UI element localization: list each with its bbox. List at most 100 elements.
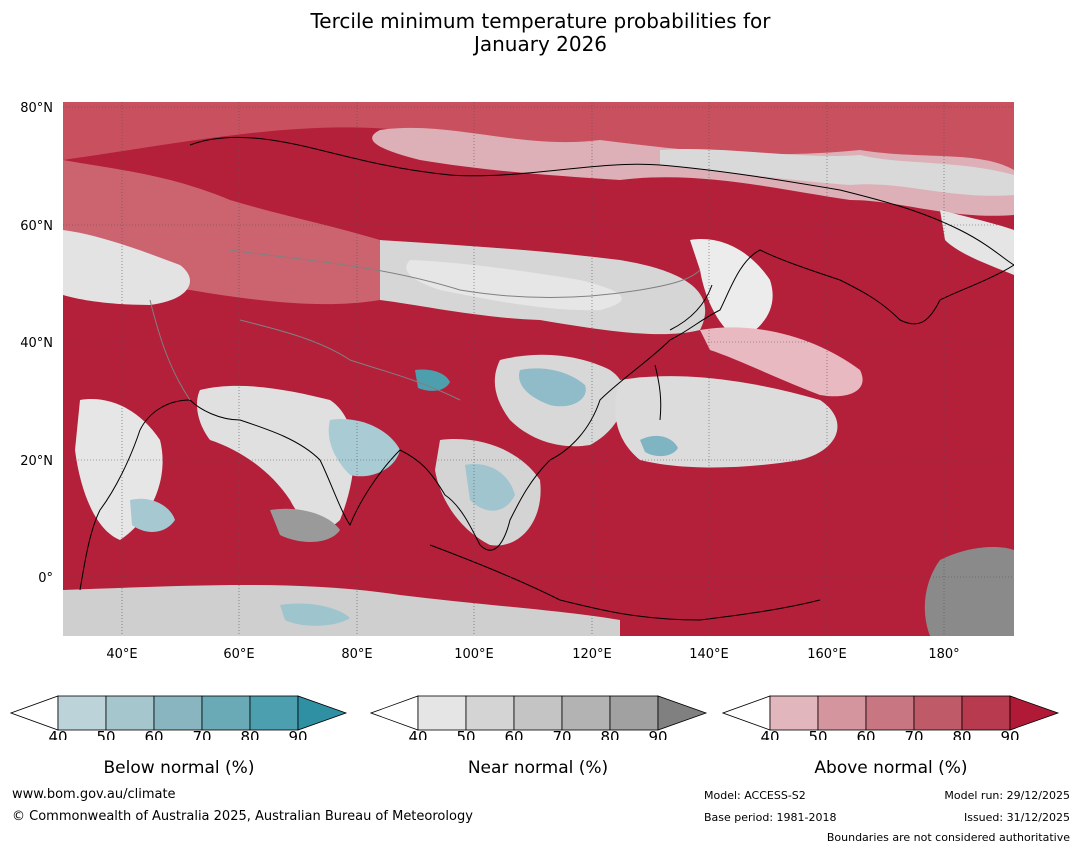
longitude-label: 180° — [928, 647, 959, 662]
colorbar-tick-label: 60 — [144, 728, 163, 740]
arabia-africa-coast — [79, 429, 141, 591]
map-title: Tercile minimum temperature probabilitie… — [0, 10, 1081, 56]
longitude-label: 140°E — [689, 647, 729, 662]
tibet-below-normal — [415, 369, 450, 391]
horn-of-africa-below — [130, 498, 175, 532]
colorbar-tick-label: 50 — [808, 728, 827, 740]
southern-ocean-grey — [63, 585, 620, 636]
latitude-label: 60°N — [20, 219, 53, 234]
colorbar-label-above: Above normal (%) — [814, 758, 968, 778]
colorbar-min-extension — [722, 695, 771, 731]
colorbar-segment — [609, 695, 659, 731]
border-russia-south — [229, 249, 701, 298]
india-grey — [197, 385, 354, 529]
colorbar-tick-label: 60 — [856, 728, 875, 740]
coastlines — [79, 136, 1014, 621]
colorbar-label-below: Below normal (%) — [103, 758, 255, 778]
colorbar-above-normal: 40 50 60 70 80 90 — [722, 695, 1060, 740]
latitude-label: 40°N — [20, 336, 53, 351]
colorbar-tick-label: 60 — [504, 728, 523, 740]
boundary-disclaimer: Boundaries are not considered authoritat… — [826, 831, 1070, 844]
colorbar-min-extension — [10, 695, 59, 731]
issued-date: Issued: 31/12/2025 — [963, 811, 1070, 824]
colorbar-segment — [57, 695, 107, 731]
eastern-europe-grey — [63, 230, 190, 305]
indochina-below — [465, 464, 515, 511]
colorbar-tick-label: 50 — [96, 728, 115, 740]
colorbar-tick-label: 40 — [760, 728, 779, 740]
colorbar-segment — [201, 695, 251, 731]
model-name: Model: ACCESS-S2 — [704, 789, 806, 802]
colorbar-segment — [961, 695, 1011, 731]
latitude-label: 20°N — [20, 454, 53, 469]
colorbar-tick-label: 70 — [552, 728, 571, 740]
longitude-label: 160°E — [807, 647, 847, 662]
southern-ocean-below — [280, 603, 350, 626]
arctic-region — [63, 102, 1014, 200]
latitude-label: 0° — [38, 571, 53, 586]
website-link[interactable]: www.bom.gov.au/climate — [12, 787, 176, 802]
border-central — [239, 319, 461, 401]
colorbar-segment — [865, 695, 915, 731]
title-line-1: Tercile minimum temperature probabilitie… — [310, 9, 771, 33]
colorbar-near-normal: 40 50 60 70 80 90 — [370, 695, 708, 740]
arctic-coast — [189, 136, 1014, 266]
copyright: © Commonwealth of Australia 2025, Austra… — [12, 809, 473, 824]
latitude-label: 80°N — [20, 101, 53, 116]
colorbar-segment — [817, 695, 867, 731]
colorbar-tick-label: 40 — [408, 728, 427, 740]
colorbar-segment — [153, 695, 203, 731]
colorbar-segment — [249, 695, 299, 731]
base-period: Base period: 1981-2018 — [704, 811, 837, 824]
colorbar-segment — [417, 695, 467, 731]
map-field — [63, 102, 1014, 636]
colorbar-segment — [513, 695, 563, 731]
colorbar-below-normal: 40 50 60 70 80 90 — [10, 695, 348, 740]
china-below-normal — [519, 368, 586, 407]
japan-korea-coast — [654, 284, 713, 421]
colorbar-segment — [465, 695, 515, 731]
colorbar-tick-label: 90 — [288, 728, 307, 740]
longitude-label: 120°E — [572, 647, 612, 662]
colorbar-segment — [297, 695, 348, 731]
colorbar-min-extension — [370, 695, 419, 731]
indonesia-coast — [429, 544, 821, 621]
colorbar-tick-label: 80 — [240, 728, 259, 740]
colorbar-tick-label: 50 — [456, 728, 475, 740]
longitude-labels: 40°E 60°E 80°E 100°E 120°E 140°E 160°E 180° — [106, 647, 959, 662]
colorbar-segment — [913, 695, 963, 731]
colorbar-tick-label: 90 — [648, 728, 667, 740]
colorbar-tick-label: 80 — [600, 728, 619, 740]
india-below-normal — [328, 419, 400, 477]
colorbar-tick-label: 90 — [1000, 728, 1019, 740]
country-borders — [149, 249, 701, 401]
colorbar-tick-label: 70 — [904, 728, 923, 740]
colorbar-segment — [1009, 695, 1060, 731]
longitude-label: 60°E — [223, 647, 254, 662]
colorbar-segment — [561, 695, 611, 731]
pacific-pink-band — [700, 327, 863, 397]
colorbar-segment — [769, 695, 819, 731]
pacific-below-normal — [640, 435, 678, 457]
model-run: Model run: 29/12/2025 — [944, 789, 1070, 802]
title-line-2: January 2026 — [473, 32, 608, 56]
colorbar-segment — [105, 695, 155, 731]
south-pacific-dark-grey — [924, 547, 1014, 636]
longitude-label: 40°E — [106, 647, 137, 662]
longitude-label: 80°E — [341, 647, 372, 662]
colorbar-tick-label: 70 — [192, 728, 211, 740]
bering-grey — [940, 210, 1014, 275]
gridlines — [63, 102, 1014, 636]
probability-map: 80°N 60°N 40°N 20°N 0° 40°E 60°E 80°E 100°E 120°… — [20, 101, 1014, 662]
manchuria-light — [690, 239, 773, 340]
south-asia-coast — [139, 399, 551, 551]
pacific-coast — [549, 249, 1014, 461]
longitude-label: 100°E — [454, 647, 494, 662]
colorbar-tick-label: 80 — [952, 728, 971, 740]
colorbar-segment — [657, 695, 708, 731]
colorbar-tick-label: 40 — [48, 728, 67, 740]
colorbar-label-near: Near normal (%) — [467, 758, 609, 778]
arctic-grey-band — [660, 148, 1014, 196]
arabian-sea-dark-grey — [270, 508, 340, 542]
latitude-labels: 80°N 60°N 40°N 20°N 0° — [20, 101, 53, 586]
